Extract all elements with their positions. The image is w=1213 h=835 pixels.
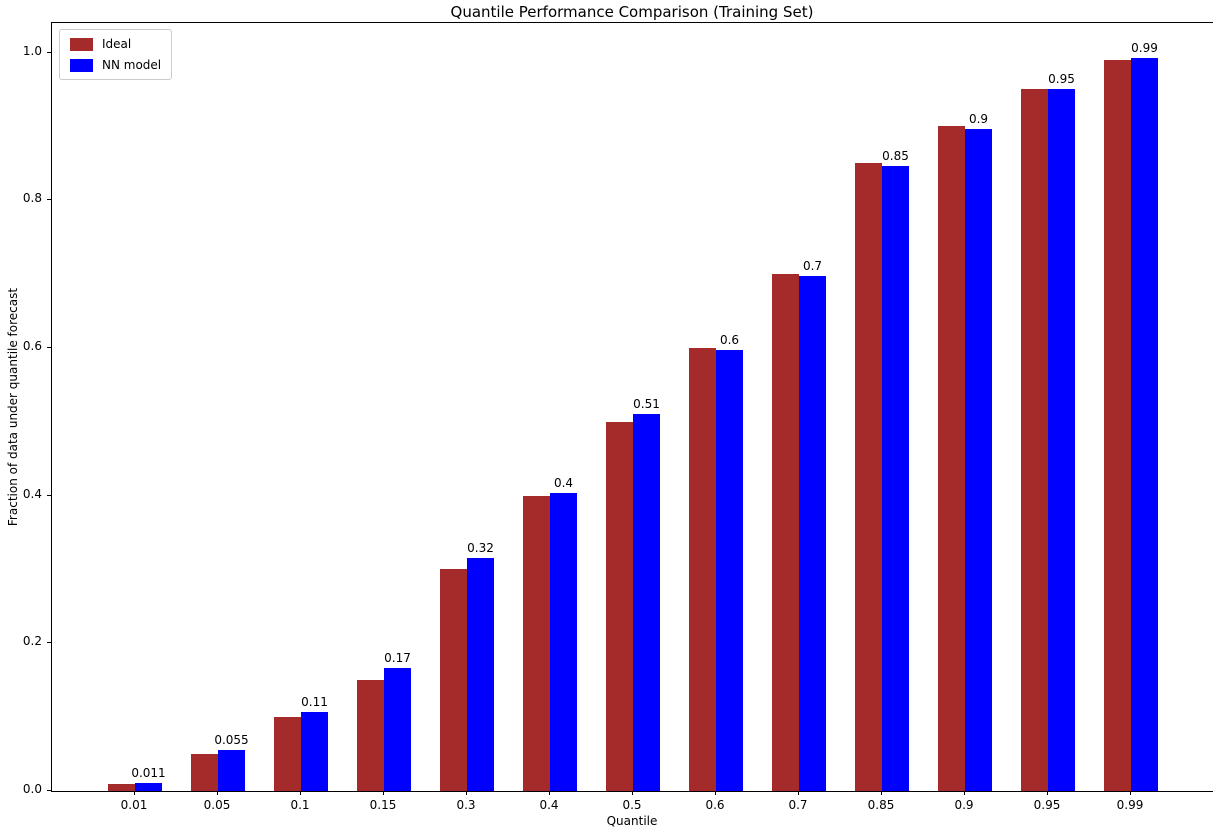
- x-tick-label: 0.1: [290, 798, 310, 812]
- x-tick: [964, 791, 965, 795]
- bar-value-label: 0.9: [968, 111, 989, 126]
- bar-ideal-0.7: [772, 274, 799, 791]
- bar-value-label: 0.99: [1131, 40, 1158, 55]
- x-tick-label: 0.4: [539, 798, 559, 812]
- legend-swatch-nn-model: [70, 58, 93, 72]
- y-tick-label: 0.8: [22, 191, 42, 206]
- y-tick: [47, 346, 51, 348]
- x-tick-label: 0.5: [622, 798, 642, 812]
- bar-ideal-0.99: [1104, 59, 1131, 791]
- bar-ideal-0.4: [523, 495, 550, 791]
- bar-value-label: 0.51: [633, 396, 660, 411]
- bar-nn-model-0.85: [882, 165, 909, 791]
- y-tick-label: 0.0: [22, 782, 42, 796]
- x-tick: [1047, 791, 1048, 795]
- x-tick: [134, 791, 135, 795]
- plot-area: Ideal NN model 0.011 0.055 0.11 0.17 0.32 0.4…: [51, 22, 1213, 792]
- legend-label-nn-model: NN model: [102, 58, 162, 72]
- x-tick-label: 0.85: [867, 798, 895, 812]
- x-tick: [549, 791, 550, 795]
- chart-title: Quantile Performance Comparison (Trainin…: [450, 3, 814, 21]
- x-tick: [881, 791, 882, 795]
- bar-value-label: 0.055: [214, 733, 249, 748]
- bar-value-label: 0.95: [1048, 72, 1075, 87]
- bar-ideal-0.85: [855, 163, 882, 791]
- legend-swatch-ideal: [70, 37, 93, 51]
- x-tick: [715, 791, 716, 795]
- bar-value-label: 0.011: [131, 765, 166, 780]
- x-tick: [466, 791, 467, 795]
- bar-value-label: 0.4: [553, 476, 574, 491]
- bar-value-label: 0.17: [384, 651, 411, 666]
- legend-label-ideal: Ideal: [102, 37, 132, 51]
- x-tick-label: 0.6: [705, 798, 725, 812]
- bar-nn-model-0.95: [1048, 89, 1075, 791]
- x-tick-label: 0.05: [203, 798, 231, 812]
- bar-nn-model-0.99: [1131, 57, 1158, 791]
- bar-value-label: 0.11: [301, 695, 328, 709]
- y-tick: [47, 199, 51, 201]
- bar-ideal-0.05: [191, 754, 218, 791]
- bar-nn-model-0.7: [799, 275, 826, 791]
- bar-value-label: 0.85: [882, 148, 909, 163]
- y-tick: [47, 494, 51, 496]
- y-tick: [47, 51, 51, 53]
- x-tick: [798, 791, 799, 795]
- bar-nn-model-0.5: [633, 413, 660, 791]
- bar-value-label: 0.32: [467, 540, 494, 555]
- bar-nn-model-0.4: [550, 493, 577, 791]
- x-tick-label: 0.9: [954, 798, 974, 812]
- x-tick: [217, 791, 218, 795]
- y-tick-label: 1.0: [22, 43, 42, 58]
- bar-nn-model-0.9: [965, 128, 992, 791]
- bar-nn-model-0.1: [301, 712, 328, 791]
- bar-nn-model-0.05: [218, 750, 245, 791]
- bar-value-label: 0.6: [719, 333, 740, 348]
- bar-ideal-0.95: [1021, 89, 1048, 791]
- x-tick: [300, 791, 301, 795]
- x-tick-label: 0.95: [1033, 798, 1061, 812]
- y-tick-label: 0.2: [22, 634, 42, 649]
- legend-item-nn-model: NN model: [70, 58, 161, 72]
- bar-ideal-0.9: [938, 126, 965, 791]
- x-tick: [1130, 791, 1131, 795]
- x-axis-label: Quantile: [606, 814, 658, 828]
- y-axis-label: Fraction of data under quantile forecast: [6, 287, 20, 527]
- x-tick-label: 0.99: [1116, 798, 1144, 812]
- bar-nn-model-0.3: [467, 557, 494, 791]
- x-tick-label: 0.7: [788, 798, 808, 812]
- x-tick: [632, 791, 633, 795]
- y-tick: [47, 790, 51, 791]
- bar-ideal-0.1: [274, 717, 301, 791]
- legend: Ideal NN model: [59, 29, 173, 80]
- y-tick-label: 0.4: [22, 486, 42, 501]
- bar-ideal-0.3: [440, 569, 467, 791]
- bar-nn-model-0.15: [384, 668, 411, 791]
- x-tick-label: 0.3: [456, 798, 476, 812]
- y-tick: [47, 642, 51, 644]
- bar-nn-model-0.01: [135, 782, 162, 791]
- y-tick-label: 0.6: [22, 338, 42, 353]
- x-tick-label: 0.15: [369, 798, 397, 812]
- legend-item-ideal: Ideal: [70, 37, 161, 51]
- bar-ideal-0.15: [357, 680, 384, 791]
- bar-ideal-0.6: [689, 347, 716, 791]
- x-tick-label: 0.01: [120, 798, 148, 812]
- x-tick: [383, 791, 384, 795]
- bar-value-label: 0.7: [802, 258, 823, 273]
- bar-ideal-0.5: [606, 421, 633, 791]
- bar-nn-model-0.6: [716, 350, 743, 791]
- bar-ideal-0.01: [108, 783, 135, 791]
